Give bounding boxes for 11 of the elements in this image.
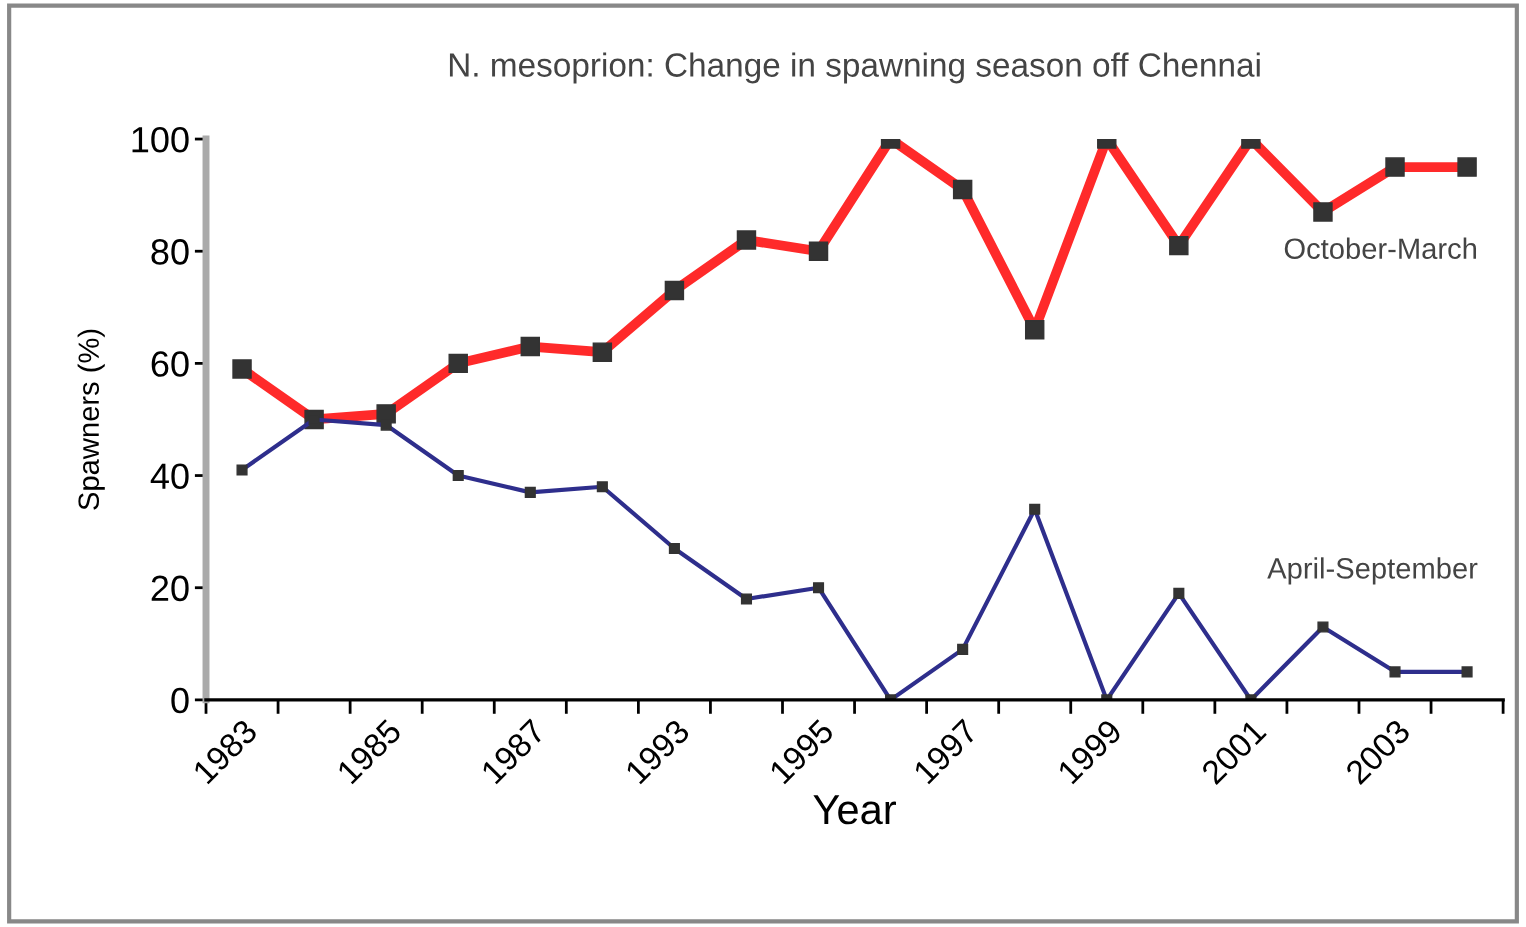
- text: April-September: [1267, 557, 1478, 585]
- x-axis-title: Year: [813, 795, 896, 825]
- y-tick-label: 40: [150, 463, 189, 489]
- y-tick-label: 0: [171, 687, 189, 714]
- y-tick-label: 100: [132, 126, 189, 153]
- y-tick-label: 80: [151, 239, 189, 265]
- y-axis-title: Spawners (%): [77, 329, 105, 510]
- y-tick-label: 60: [151, 351, 189, 377]
- series-label: October-March: [1284, 237, 1477, 260]
- y-tick-label: 20: [151, 575, 189, 602]
- chart-title: N. mesoprion: Change in spawning season off Chennai: [449, 52, 1260, 84]
